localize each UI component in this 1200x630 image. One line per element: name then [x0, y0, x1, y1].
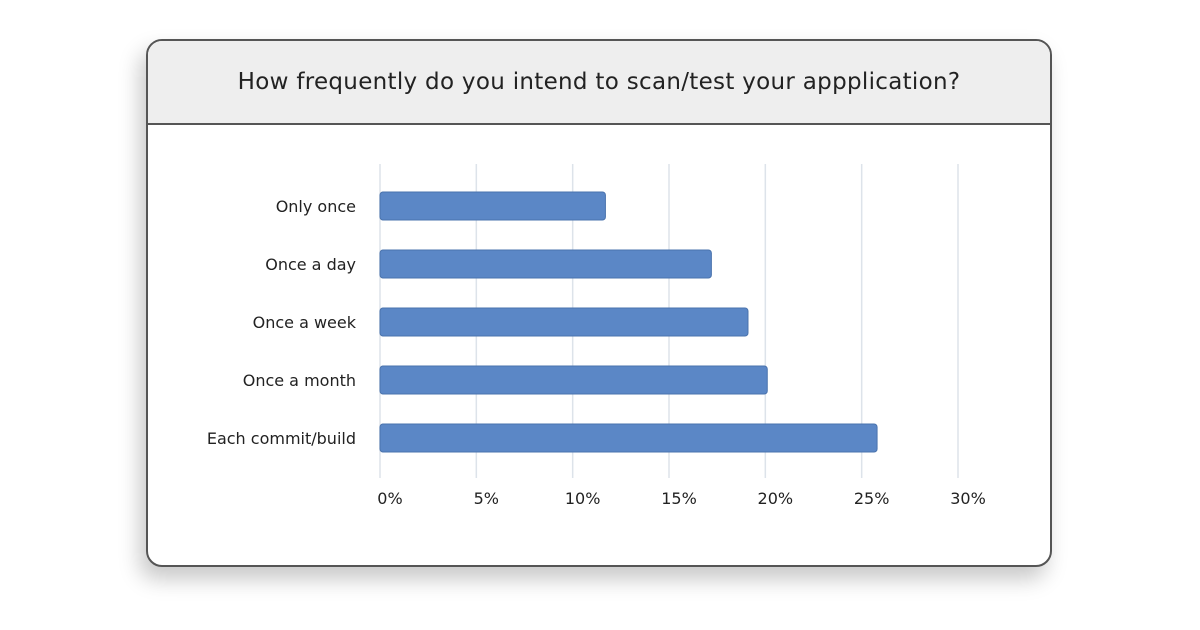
x-tick-label: 15%: [661, 489, 697, 508]
bar: [379, 365, 768, 395]
x-tick-label: 25%: [854, 489, 890, 508]
chart-card: How frequently do you intend to scan/tes…: [146, 39, 1052, 567]
x-tick-label: 5%: [474, 489, 499, 508]
bar: [379, 249, 712, 279]
x-tick-label: 20%: [758, 489, 794, 508]
x-tick-label: 30%: [950, 489, 986, 508]
category-label: Each commit/build: [207, 429, 356, 448]
category-label: Once a week: [253, 313, 357, 332]
bar: [379, 423, 878, 453]
x-tick-label: 0%: [377, 489, 402, 508]
category-label: Only once: [276, 197, 356, 216]
category-label: Once a month: [243, 371, 356, 390]
x-tick-label: 10%: [565, 489, 601, 508]
bar: [379, 307, 749, 337]
chart-header: How frequently do you intend to scan/tes…: [148, 41, 1050, 125]
chart-title: How frequently do you intend to scan/tes…: [237, 69, 961, 95]
bar: [379, 191, 606, 221]
category-label: Once a day: [265, 255, 356, 274]
